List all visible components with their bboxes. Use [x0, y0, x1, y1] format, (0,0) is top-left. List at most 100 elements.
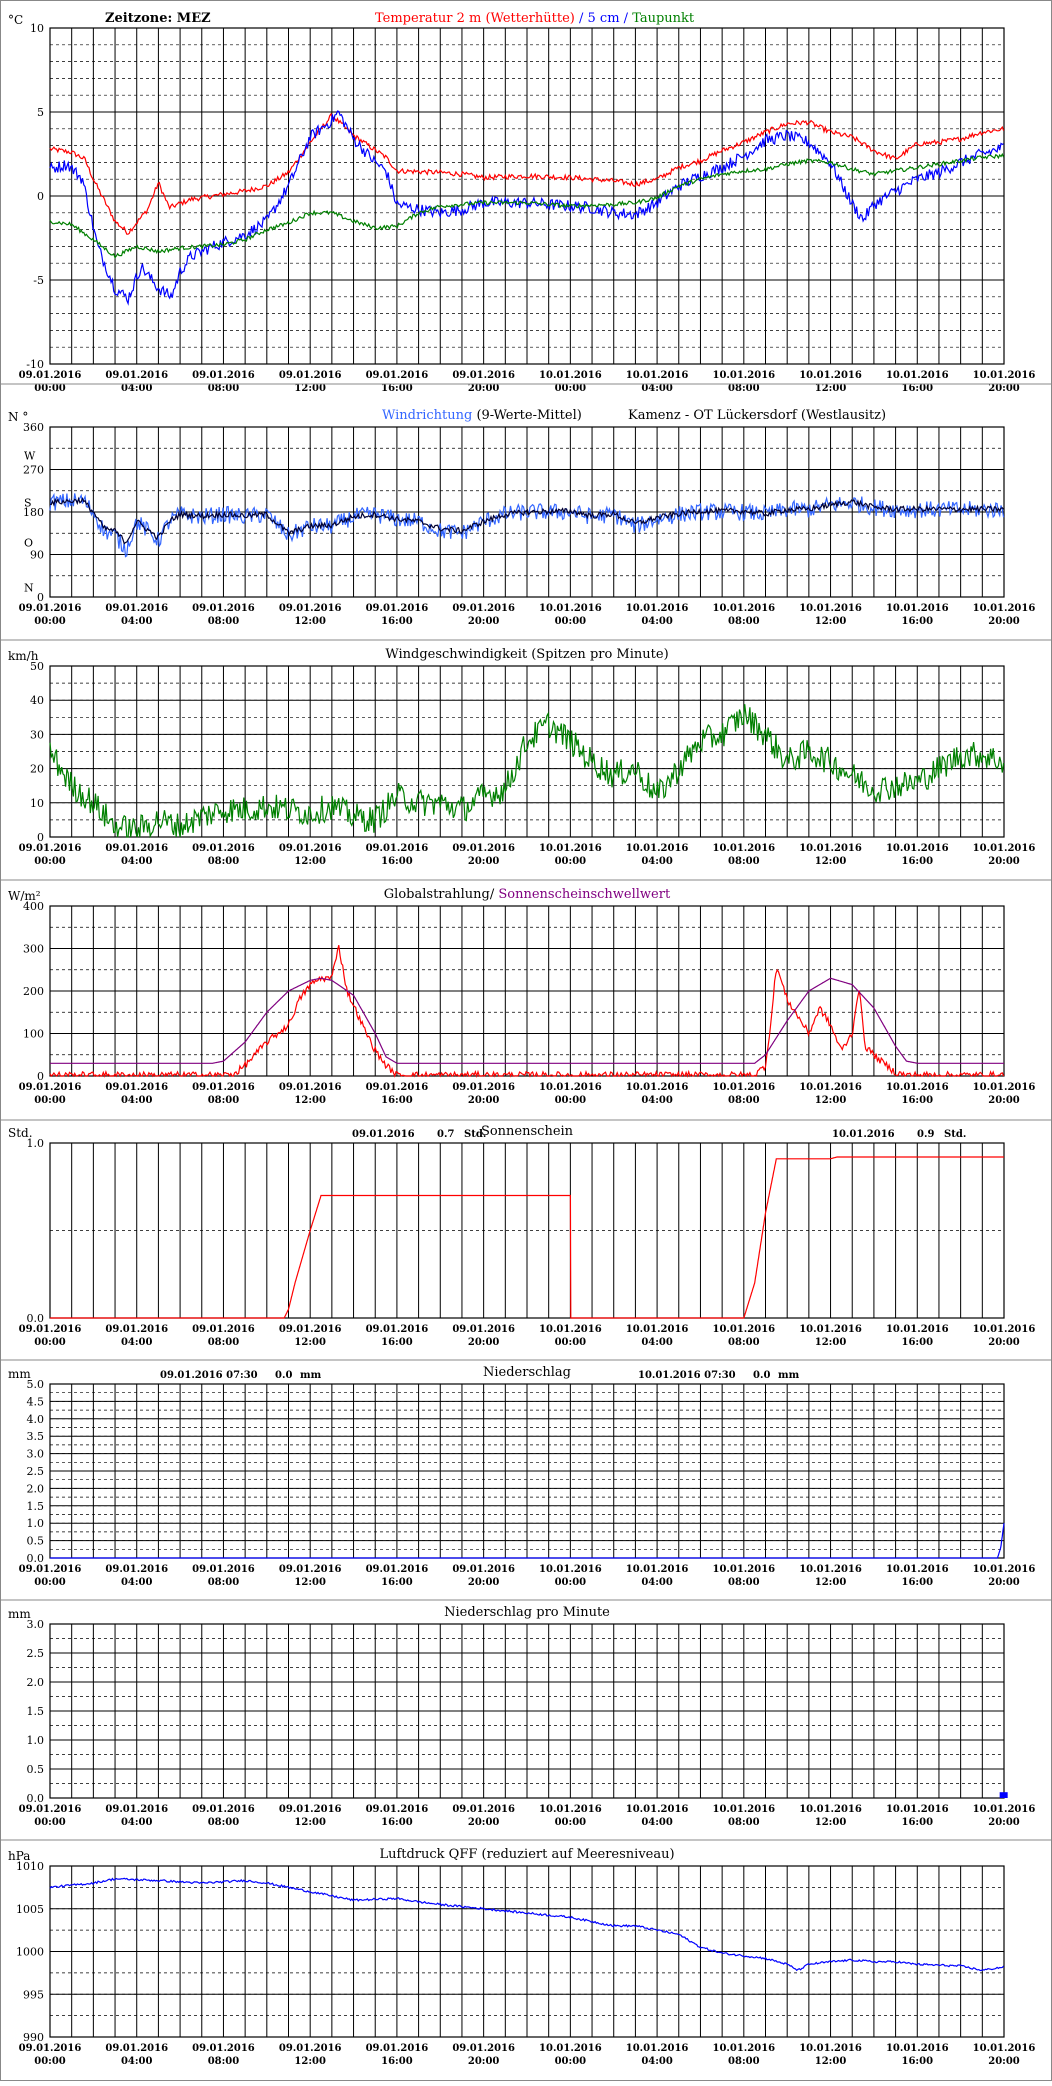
- x-tick-date: 09.01.2016: [19, 1082, 82, 1093]
- x-tick-time: 00:00: [555, 1577, 587, 1588]
- chart-title: Temperatur 2 m (Wetterhütte) / 5 cm / Ta…: [375, 11, 695, 26]
- chart-title: Sonnenschein: [481, 1124, 574, 1139]
- x-tick-time: 08:00: [208, 1817, 240, 1828]
- x-tick-time: 04:00: [641, 1817, 673, 1828]
- x-tick-date: 10.01.2016: [973, 1804, 1036, 1815]
- x-tick-time: 16:00: [381, 616, 413, 627]
- x-tick-date: 10.01.2016: [973, 843, 1036, 854]
- annotation-date: 10.01.2016 07:30: [638, 1370, 736, 1381]
- x-tick-date: 10.01.2016: [973, 1324, 1036, 1335]
- x-tick-date: 09.01.2016: [279, 603, 342, 614]
- x-tick-date: 10.01.2016: [626, 843, 689, 854]
- y-tick-label: 3.0: [27, 1448, 45, 1461]
- x-tick-time: 12:00: [294, 616, 326, 627]
- y-tick-label: 4.5: [27, 1395, 45, 1408]
- annotation-date: 10.01.2016: [832, 1129, 895, 1140]
- x-tick-date: 09.01.2016: [452, 1804, 515, 1815]
- x-tick-time: 16:00: [902, 2056, 934, 2067]
- y-tick-label: 10: [30, 797, 44, 810]
- x-tick-date: 10.01.2016: [539, 1324, 602, 1335]
- series-line: [49, 496, 1005, 545]
- x-tick-time: 04:00: [121, 1095, 153, 1106]
- y-tick-label: 2.5: [27, 1465, 45, 1478]
- x-tick-time: 08:00: [728, 1095, 760, 1106]
- x-tick-date: 09.01.2016: [192, 1564, 255, 1575]
- x-tick-date: 09.01.2016: [279, 1564, 342, 1575]
- y-tick-label: 2.0: [27, 1676, 45, 1689]
- x-tick-date: 09.01.2016: [192, 603, 255, 614]
- x-tick-date: 10.01.2016: [626, 1324, 689, 1335]
- annotation-unit: Std.: [944, 1129, 966, 1140]
- x-tick-time: 16:00: [902, 856, 934, 867]
- x-tick-time: 04:00: [641, 2056, 673, 2067]
- series-line: [49, 945, 1005, 1079]
- x-tick-time: 20:00: [988, 2056, 1020, 2067]
- y-tick-label: 20: [30, 763, 44, 776]
- x-tick-time: 00:00: [555, 616, 587, 627]
- annotation-unit: Std.: [464, 1129, 486, 1140]
- x-tick-time: 00:00: [555, 1817, 587, 1828]
- x-tick-time: 20:00: [988, 1817, 1020, 1828]
- x-tick-time: 00:00: [34, 1577, 66, 1588]
- x-tick-time: 12:00: [815, 1577, 847, 1588]
- annotation-value: 0.9: [917, 1129, 934, 1140]
- x-tick-date: 10.01.2016: [973, 603, 1036, 614]
- y-unit-label: hPa: [8, 1849, 30, 1863]
- x-tick-date: 10.01.2016: [886, 603, 949, 614]
- panel-global-radiation: 400 300 200 100 0 W/m² Globalstrahlung/ Sonnen…: [0, 887, 1052, 1121]
- y-tick-label: 360: [23, 421, 44, 434]
- x-tick-time: 12:00: [294, 1337, 326, 1348]
- bar: [999, 1792, 1008, 1798]
- x-tick-date: 09.01.2016: [105, 843, 168, 854]
- x-tick-date: 09.01.2016: [366, 2043, 429, 2054]
- x-tick-date: 10.01.2016: [712, 843, 775, 854]
- x-tick-date: 10.01.2016: [626, 1082, 689, 1093]
- x-tick-time: 00:00: [34, 1095, 66, 1106]
- x-tick-date: 09.01.2016: [105, 1324, 168, 1335]
- x-tick-time: 16:00: [381, 856, 413, 867]
- x-tick-date: 10.01.2016: [799, 2043, 862, 2054]
- x-tick-date: 10.01.2016: [712, 370, 775, 381]
- x-tick-time: 04:00: [121, 616, 153, 627]
- annotation-unit: mm: [778, 1370, 800, 1381]
- x-tick-time: 12:00: [294, 1817, 326, 1828]
- x-tick-date: 10.01.2016: [799, 1564, 862, 1575]
- x-tick-time: 08:00: [208, 2056, 240, 2067]
- x-tick-time: 00:00: [555, 2056, 587, 2067]
- x-tick-date: 10.01.2016: [626, 1804, 689, 1815]
- x-tick-time: 16:00: [902, 616, 934, 627]
- chart-title: Windrichtung (9-Werte-Mittel): [382, 408, 582, 423]
- x-tick-time: 20:00: [988, 383, 1020, 394]
- y-tick-label: 1005: [16, 1903, 44, 1916]
- compass-label: W: [24, 449, 36, 462]
- y-tick-label: 1.0: [27, 1137, 45, 1150]
- series-line: [49, 110, 1004, 306]
- x-tick-date: 10.01.2016: [799, 370, 862, 381]
- chart-title: Niederschlag pro Minute: [444, 1605, 610, 1620]
- x-tick-date: 10.01.2016: [712, 1804, 775, 1815]
- x-tick-date: 09.01.2016: [279, 1804, 342, 1815]
- x-tick-date: 09.01.2016: [452, 603, 515, 614]
- x-tick-time: 04:00: [641, 1337, 673, 1348]
- plot-frame: [49, 426, 1005, 598]
- x-tick-time: 08:00: [728, 1337, 760, 1348]
- x-tick-date: 09.01.2016: [19, 843, 82, 854]
- compass-label: N: [24, 582, 34, 595]
- x-tick-time: 00:00: [34, 1817, 66, 1828]
- y-tick-label: 50: [30, 660, 44, 673]
- chart-title: Globalstrahlung/ Sonnenscheinschwellwert: [384, 887, 671, 902]
- y-unit-label: mm: [8, 1367, 31, 1381]
- x-tick-date: 10.01.2016: [799, 843, 862, 854]
- x-tick-time: 04:00: [641, 1577, 673, 1588]
- y-tick-label: 4.0: [27, 1413, 45, 1426]
- x-tick-date: 09.01.2016: [279, 843, 342, 854]
- plot-frame: [49, 905, 1005, 1077]
- y-tick-label: 30: [30, 728, 44, 741]
- x-tick-date: 09.01.2016: [192, 1082, 255, 1093]
- x-tick-time: 04:00: [121, 383, 153, 394]
- x-tick-date: 10.01.2016: [626, 2043, 689, 2054]
- station-title: Kamenz - OT Lückersdorf (Westlausitz): [628, 408, 886, 423]
- x-tick-date: 10.01.2016: [886, 1804, 949, 1815]
- panel-precip-per-minute: 3.0 2.5 2.0 1.5 1.0 0.5 0.0 mm Niederschlag pro …: [0, 1605, 1052, 1841]
